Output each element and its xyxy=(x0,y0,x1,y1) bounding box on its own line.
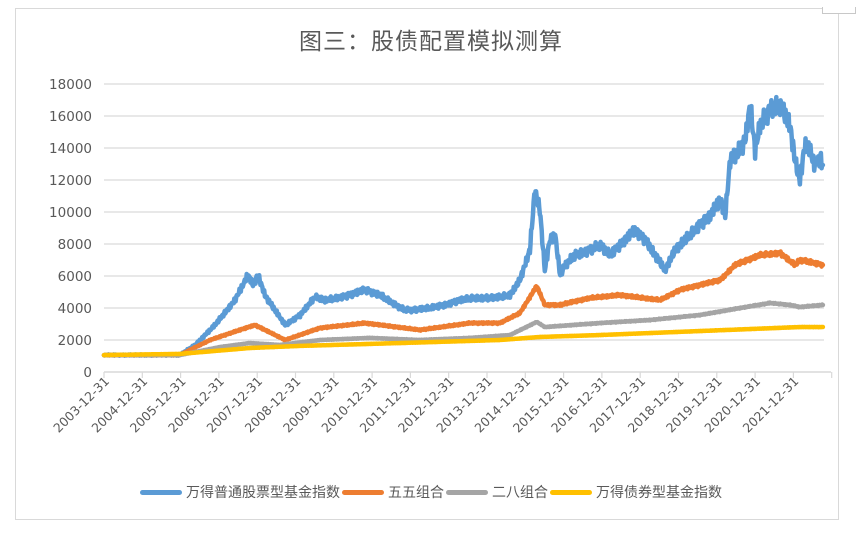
legend-label: 万得债券型基金指数 xyxy=(596,485,722,501)
chart-frame xyxy=(15,7,856,520)
y-tick-label: 18000 xyxy=(49,77,92,93)
legend-item: 五五组合 xyxy=(342,482,444,502)
corner-tab xyxy=(822,7,856,14)
legend-item: 万得债券型基金指数 xyxy=(550,482,722,502)
legend-label: 万得普通股票型基金指数 xyxy=(186,485,340,501)
legend-label: 二八组合 xyxy=(492,485,548,501)
y-tick-label: 16000 xyxy=(49,109,92,125)
legend-swatch xyxy=(140,489,182,495)
legend-swatch xyxy=(550,489,592,495)
series-line-4 xyxy=(101,324,826,358)
y-tick-label: 12000 xyxy=(49,173,92,189)
legend: 万得普通股票型基金指数 五五组合 二八组合 万得债券型基金指数 xyxy=(0,482,862,502)
y-tick-label: 6000 xyxy=(58,269,92,285)
chart-title: 图三：股债配置模拟测算 xyxy=(299,29,563,55)
series-line-1 xyxy=(101,94,826,358)
series-line-2 xyxy=(101,249,826,358)
y-tick-label: 10000 xyxy=(49,205,92,221)
legend-swatch xyxy=(342,489,384,495)
y-tick-label: 0 xyxy=(83,365,92,381)
y-tick-label: 2000 xyxy=(58,333,92,349)
y-tick-label: 4000 xyxy=(58,301,92,317)
legend-item: 二八组合 xyxy=(446,482,548,502)
legend-swatch xyxy=(446,489,488,495)
y-tick-label: 8000 xyxy=(58,237,92,253)
y-tick-label: 14000 xyxy=(49,141,92,157)
legend-item: 万得普通股票型基金指数 xyxy=(140,482,340,502)
series-line-3 xyxy=(101,300,826,358)
legend-label: 五五组合 xyxy=(388,485,444,501)
